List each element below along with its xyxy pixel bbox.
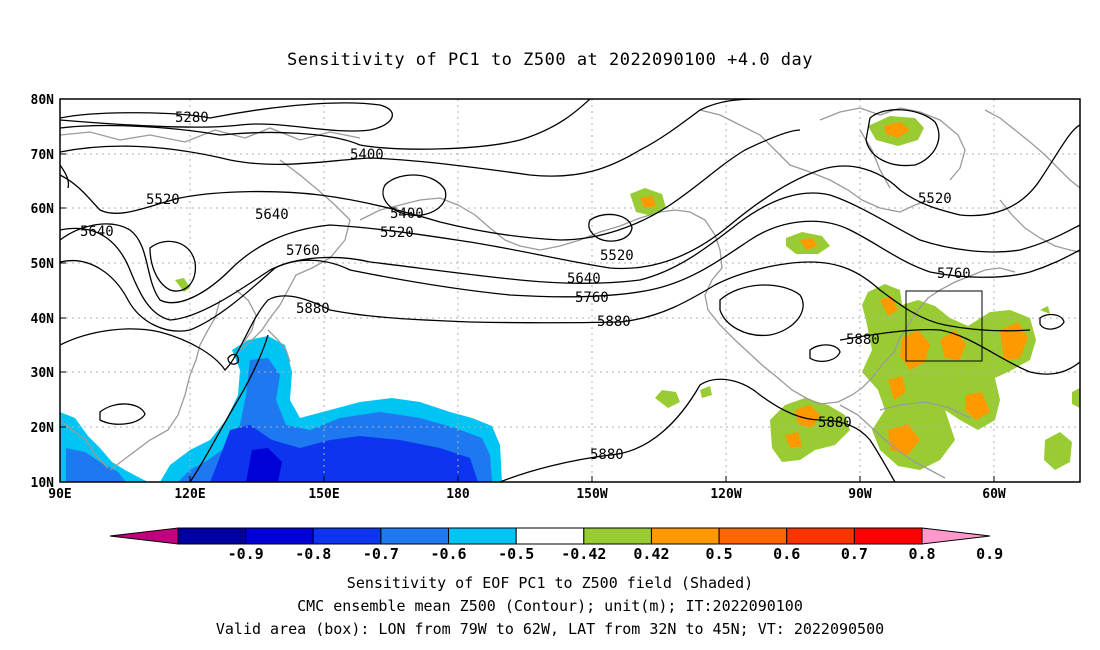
colorbar-label: -0.8 [295, 545, 331, 563]
map-title: Sensitivity of PC1 to Z500 at 2022090100… [286, 50, 813, 70]
contour-label: 5880 [296, 301, 330, 317]
contour-label: 5640 [255, 207, 289, 223]
colorbar-segment [177, 527, 247, 545]
colorbar-end-high [921, 527, 991, 545]
contour-label: 5520 [380, 225, 414, 241]
lon-axis: 90E 120E 150E 180 150W 120W 90W 60W [48, 487, 1006, 502]
colorbar-label: -0.5 [498, 545, 534, 563]
contour-label-group: 5280 5400 5400 5520 5520 5520 5520 5640 … [80, 110, 971, 463]
contour-label: 5400 [390, 206, 424, 222]
colorbar-segment [853, 527, 923, 545]
colorbar-label: -0.9 [228, 545, 264, 563]
colorbar-label: 0.7 [841, 545, 868, 563]
positive-region [884, 122, 910, 138]
positive-region [785, 405, 820, 448]
negative-region [246, 448, 282, 482]
z500-contours [60, 99, 1080, 482]
contour-label: 5880 [590, 447, 624, 463]
lon-label: 150E [308, 487, 339, 502]
colorbar-segment [312, 527, 382, 545]
colorbar-segment [380, 527, 450, 545]
positive-region [640, 196, 656, 208]
lon-label: 120W [710, 487, 741, 502]
contour-label: 5520 [918, 191, 952, 207]
colorbar: -0.9 -0.8 -0.7 -0.6 -0.5 -0.42 0.42 0.5 0.6 0.7 0.… [109, 527, 1003, 563]
lat-axis: 80N 70N 60N 50N 40N 30N 20N 10N [31, 93, 55, 491]
caption-valid-area: Valid area (box): LON from 79W to 62W, L… [215, 620, 885, 638]
lat-label: 10N [31, 476, 55, 491]
colorbar-label: 0.42 [633, 545, 669, 563]
lon-label: 90E [48, 487, 71, 502]
lat-label: 60N [31, 202, 55, 217]
plot-frame [59, 98, 1081, 483]
lat-label: 80N [31, 93, 55, 108]
contour-label: 5520 [146, 192, 180, 208]
lon-label: 150W [576, 487, 607, 502]
colorbar-segment [718, 527, 788, 545]
contour-label: 5880 [597, 314, 631, 330]
colorbar-label: 0.8 [908, 545, 935, 563]
lat-label: 50N [31, 257, 55, 272]
contour-label: 5760 [937, 266, 971, 282]
positive-region [1072, 388, 1080, 408]
lon-label: 120E [174, 487, 205, 502]
contour-label: 5640 [80, 224, 114, 240]
positive-region [1040, 306, 1050, 314]
valid-area-box [905, 290, 983, 362]
contour-label: 5760 [575, 290, 609, 306]
lat-label: 70N [31, 148, 55, 163]
contour-label: 5880 [818, 415, 852, 431]
colorbar-label: 0.6 [773, 545, 800, 563]
lat-label: 40N [31, 312, 55, 327]
coastlines [60, 107, 1080, 479]
positive-region [880, 296, 1028, 455]
lat-label: 20N [31, 421, 55, 436]
lon-label: 60W [982, 487, 1006, 502]
positive-region [1044, 432, 1072, 470]
colorbar-end-low [109, 527, 179, 545]
lon-label: 180 [446, 487, 470, 502]
contour-label: 5520 [600, 248, 634, 264]
colorbar-segment [448, 527, 517, 545]
colorbar-segment [583, 527, 652, 545]
colorbar-label: -0.42 [561, 545, 606, 563]
lon-label: 90W [848, 487, 872, 502]
grid [60, 99, 1080, 482]
colorbar-label: -0.7 [363, 545, 399, 563]
contour-label: 5400 [350, 147, 384, 163]
contour-label: 5640 [567, 271, 601, 287]
colorbar-segment [786, 527, 855, 545]
positive-region [800, 238, 818, 250]
negative-region [66, 448, 126, 482]
caption-shaded: Sensitivity of EOF PC1 to Z500 field (Sh… [346, 574, 754, 592]
lat-label: 30N [31, 366, 55, 381]
colorbar-label: -0.6 [430, 545, 466, 563]
colorbar-label: 0.5 [706, 545, 733, 563]
contour-label: 5760 [286, 243, 320, 259]
contour-label: 5280 [175, 110, 209, 126]
colorbar-label: 0.9 [976, 545, 1003, 563]
colorbar-segment [515, 527, 585, 545]
contour-label: 5880 [846, 332, 880, 348]
ticks [60, 98, 995, 483]
colorbar-segment [650, 527, 720, 545]
caption-contour: CMC ensemble mean Z500 (Contour); unit(m… [297, 597, 803, 615]
colorbar-segment [245, 527, 314, 545]
positive-region [655, 386, 712, 408]
